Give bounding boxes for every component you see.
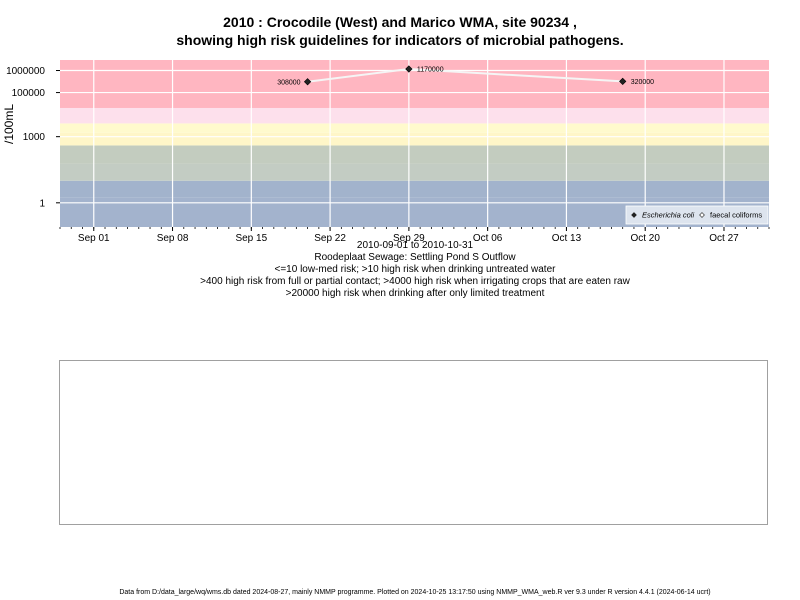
x-tick-label-2: Sep 15 [235, 233, 267, 244]
x-tick-label-6: Oct 13 [552, 233, 582, 244]
data-point-0-0 [303, 78, 312, 86]
x-tick-label-3: Sep 22 [314, 233, 346, 244]
caption-guideline-drinking: <=10 low-med risk; >10 high risk when dr… [274, 264, 556, 275]
data-point-0-1 [405, 65, 413, 73]
x-tick-label-7: Oct 20 [630, 233, 660, 244]
caption-date-range: 2010-09-01 to 2010-10-31 [356, 240, 474, 251]
caption-guideline-treatment: >20000 high risk when drinking after onl… [285, 288, 545, 299]
data-label-0-1: 1170000 [417, 67, 444, 74]
x-tick-label-4: Sep 29 [393, 233, 425, 244]
legend-marker-0 [631, 212, 637, 218]
caption-site-name: Roodeplaat Sewage: Settling Pond S Outfl… [314, 252, 516, 263]
x-tick-label-8: Oct 27 [709, 233, 739, 244]
risk-band-5 [60, 123, 769, 133]
data-label-0-0: 308000 [277, 79, 300, 86]
legend: Escherichia coli faecal coliforms [625, 205, 769, 225]
risk-band-6 [60, 107, 769, 124]
x-tick-label-1: Sep 08 [157, 233, 189, 244]
x-axis: Sep 01 Sep 08 Sep 15 Sep 22 Sep 29 Oct 06 Oct … [59, 227, 770, 244]
risk-bands [60, 60, 769, 227]
legend-label-1: faecal coliforms [710, 211, 762, 220]
x-tick-label-0: Sep 01 [78, 233, 110, 244]
data-label-0-2: 320000 [631, 79, 654, 86]
legend-box [625, 205, 769, 225]
caption-guideline-contact: >400 high risk from full or partial cont… [200, 276, 630, 287]
legend-label-0: Escherichia coli [642, 211, 694, 220]
chart-title-line1: 2010 : Crocodile (West) and Marico WMA, … [223, 14, 577, 30]
risk-band-2 [60, 163, 769, 181]
x-tick-label-5: Oct 06 [473, 233, 503, 244]
chart-title-line2: showing high risk guidelines for indicat… [176, 32, 624, 48]
data-points: 308000 1170000 320000 [277, 65, 654, 86]
risk-band-4 [60, 132, 769, 146]
risk-band-7 [60, 60, 769, 108]
data-point-0-2 [619, 77, 627, 86]
y-axis-label: /100mL [2, 104, 16, 144]
footer-note: Data from D:/data_large/wq/wms.db dated … [119, 589, 711, 596]
grid-lines [60, 60, 769, 227]
risk-band-1 [60, 180, 769, 198]
y-tick-label-3: 1000000 [6, 66, 45, 77]
risk-band-3 [60, 145, 769, 164]
y-axis: 1 1000 100000 1000000 [6, 66, 60, 209]
y-tick-label-0: 1 [39, 198, 45, 209]
empty-plot-panel [59, 360, 768, 525]
legend-marker-1 [699, 212, 705, 218]
y-tick-label-2: 100000 [12, 88, 46, 99]
y-tick-label-1: 1000 [23, 132, 46, 143]
